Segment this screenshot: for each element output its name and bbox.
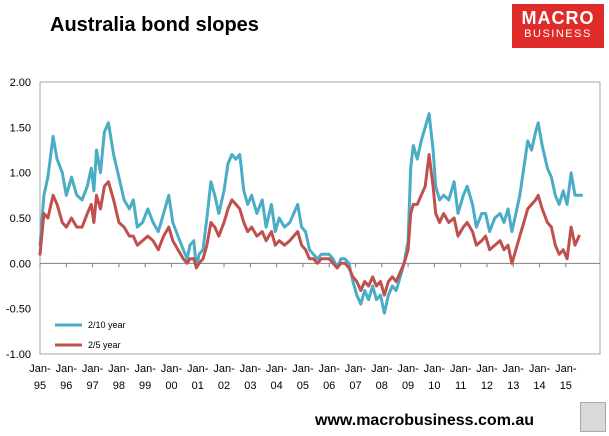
x-axis: Jan- 95 Jan- 96 Jan- 97 Jan- 98 Jan- 99 Jan- 00 Jan-… [29,263,577,392]
x-tick-label-bottom: 09 [402,380,414,392]
x-tick-label-top: Jan- [134,363,156,375]
x-tick-label-top: Jan- [161,363,183,375]
website-url: www.macrobusiness.com.au [315,412,535,429]
chart-title: Australia bond slopes [50,14,259,36]
x-tick-label-top: Jan- [266,363,288,375]
series-line-ten-year [38,112,584,315]
y-tick-label: 0.50 [10,213,31,225]
brand-logo: MACRO BUSINESS [512,4,604,48]
x-tick-label-bottom: 02 [218,380,230,392]
x-tick-label-top: Jan- [424,363,446,375]
x-tick-label-bottom: 99 [139,380,151,392]
legend-label: 2/10 year [88,320,126,330]
x-tick-label-bottom: 14 [533,380,545,392]
x-tick-label-top: Jan- [56,363,78,375]
x-tick-label-bottom: 12 [481,380,493,392]
x-tick-label-top: Jan- [240,363,262,375]
x-tick-label-top: Jan- [29,363,51,375]
x-tick-label-top: Jan- [371,363,393,375]
wolf-logo-icon [580,402,606,432]
x-tick-label-top: Jan- [108,363,130,375]
x-tick-label-bottom: 01 [192,380,204,392]
y-tick-label: 0.00 [10,258,31,270]
x-tick-label-bottom: 95 [34,380,46,392]
x-tick-label-top: Jan- [213,363,235,375]
x-tick-label-bottom: 11 [455,380,466,392]
x-tick-label-bottom: 15 [560,380,572,392]
line-chart: 2.001.501.000.500.00-0.50-1.00 Jan-95Jan… [6,77,601,392]
series-line-five-year [38,153,581,297]
x-tick-label-bottom: 13 [507,380,519,392]
x-tick-label-bottom: 04 [270,380,282,392]
series-layer [38,112,584,315]
y-tick-label: -1.00 [6,349,31,361]
x-tick-label-bottom: 08 [376,380,388,392]
x-tick-label-bottom: 07 [349,380,361,392]
y-tick-label: 2.00 [10,77,31,89]
x-tick-label-top: Jan- [82,363,104,375]
x-tick-label-bottom: 10 [428,380,440,392]
x-tick-label-bottom: 05 [297,380,309,392]
x-tick-label-top: Jan- [292,363,314,375]
y-tick-label: -0.50 [6,304,31,316]
x-tick-label-top: Jan- [397,363,419,375]
x-tick-label-bottom: 03 [244,380,256,392]
x-tick-label-bottom: 96 [60,380,72,392]
x-tick-label-bottom: 97 [86,380,98,392]
x-tick-label-top: Jan- [529,363,551,375]
x-tick-label-top: Jan- [476,363,498,375]
x-tick-label-top: Jan- [503,363,525,375]
logo-line2: BUSINESS [524,28,592,40]
x-tick-label-top: Jan- [187,363,209,375]
logo-line1: MACRO [521,8,595,28]
x-tick-label-top: Jan- [345,363,367,375]
x-tick-label-top: Jan- [555,363,577,375]
x-tick-label-top: Jan- [450,363,472,375]
y-tick-label: 1.00 [10,168,31,180]
x-tick-label-top: Jan- [318,363,340,375]
x-tick-label-bottom: 00 [165,380,177,392]
y-axis: 2.00 1.50 1.00 0.50 0.00 -0.50 -1.00 [6,77,31,361]
legend-label: 2/5 year [88,340,121,350]
x-tick-label-bottom: 06 [323,380,335,392]
x-tick-label-bottom: 98 [113,380,125,392]
y-tick-label: 1.50 [10,122,31,134]
legend: 2/10 year 2/5 year [55,320,126,350]
